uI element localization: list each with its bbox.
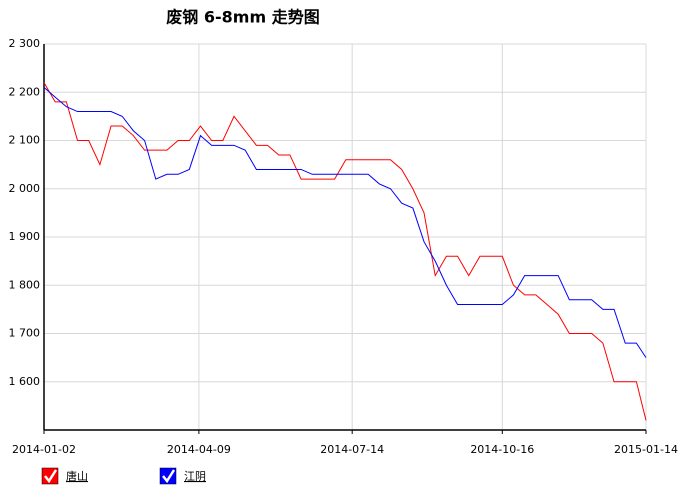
y-tick-label: 1 800	[9, 278, 41, 291]
legend-check	[162, 469, 176, 484]
line-series	[43, 82, 647, 421]
y-tick-label: 1 700	[9, 327, 41, 340]
legend-check	[44, 469, 58, 484]
legend-label: 江阴	[184, 470, 206, 483]
x-tick-label: 2014-10-16	[470, 443, 534, 456]
legend-label: 唐山	[66, 469, 88, 483]
x-tick-label: 2014-01-02	[12, 443, 76, 456]
legend-item: 唐山	[41, 467, 88, 485]
y-tick-label: 2 300	[9, 37, 41, 50]
x-tick-label: 2014-04-09	[167, 443, 231, 456]
x-tick-label: 2014-07-14	[320, 443, 384, 456]
y-tick-label: 2 100	[9, 134, 41, 147]
chart-title: 废钢 6-8mm 走势图	[166, 8, 319, 27]
y-tick-label: 1 900	[9, 230, 41, 243]
y-tick-label: 2 000	[9, 182, 41, 195]
line-series	[43, 87, 647, 358]
legend-item: 江阴	[159, 467, 206, 485]
y-tick-label: 1 600	[9, 375, 41, 388]
y-tick-label: 2 200	[9, 85, 41, 98]
x-tick-label: 2015-01-14	[614, 443, 678, 456]
